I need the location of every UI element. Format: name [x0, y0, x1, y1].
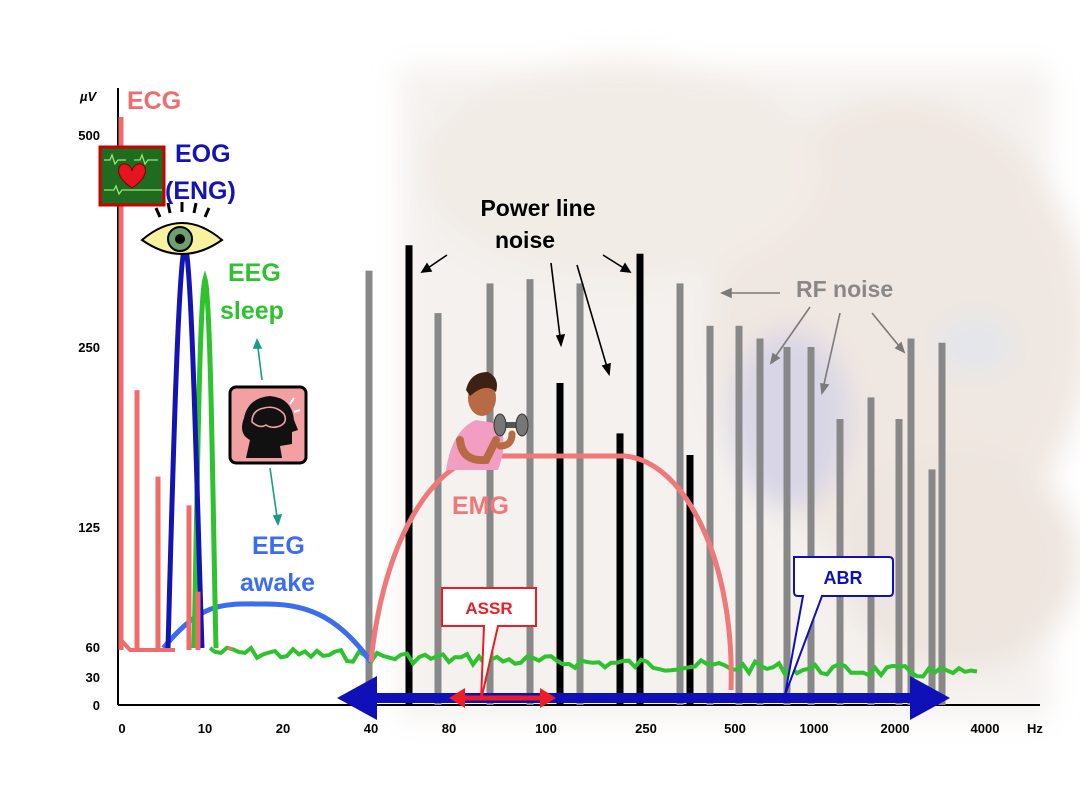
- x-tick-label: 500: [724, 721, 746, 736]
- x-tick-label: 100: [535, 721, 557, 736]
- assr-label: ASSR: [465, 599, 512, 618]
- rf-noise-bar: [706, 325, 714, 705]
- signal-curves: [118, 117, 978, 691]
- rf-noise-bar: [807, 347, 815, 705]
- ecg-spike: [186, 505, 192, 650]
- rf-noise-bar: [526, 279, 534, 705]
- x-tick-label: 1000: [800, 721, 829, 736]
- rf-noise-bar: [928, 469, 936, 705]
- power-line-label-line2: noise: [495, 227, 555, 253]
- abr-arrowhead-left: [337, 676, 377, 720]
- range-arrows: [337, 676, 950, 720]
- rf-noise-label: RF noise: [796, 276, 893, 302]
- ecg-spike: [134, 390, 140, 650]
- power-line-bar: [556, 383, 564, 705]
- y-tick-label: 0: [93, 698, 100, 713]
- rf-noise-bar: [907, 338, 915, 705]
- rf-noise-bar: [735, 325, 743, 705]
- y-axis-unit: µV: [79, 89, 97, 104]
- power-line-label-line1: Power line: [480, 195, 595, 221]
- eng-label: (ENG): [165, 177, 236, 205]
- ecg-spike: [118, 117, 124, 650]
- eeg-awake-label-line1: EEG: [252, 532, 305, 560]
- ecg-label: ECG: [127, 87, 181, 115]
- x-tick-label: 0: [118, 721, 125, 736]
- rf-noise-bar: [365, 270, 373, 705]
- power-line-bar: [616, 433, 624, 705]
- eog-label: EOG: [175, 140, 231, 168]
- x-tick-label: 80: [442, 721, 456, 736]
- power-line-bars: [405, 245, 694, 706]
- ecg-spike: [227, 647, 233, 650]
- brain-head-icon: [228, 385, 308, 465]
- power-line-bar: [686, 455, 694, 705]
- y-tick-label: 500: [78, 128, 100, 143]
- eeg-sleep-label-line2: sleep: [220, 297, 284, 325]
- ecg-spike: [155, 476, 161, 650]
- ecg-spike: [195, 591, 201, 650]
- heart-monitor-icon: [98, 145, 166, 207]
- y-tick-label: 250: [78, 340, 100, 355]
- x-tick-label: 2000: [881, 721, 910, 736]
- x-tick-label: 10: [198, 721, 212, 736]
- eeg-awake-label-line2: awake: [240, 569, 315, 597]
- x-tick-label: 4000: [971, 721, 1000, 736]
- assr-arrowhead-left: [449, 688, 465, 708]
- rf-noise-bar: [938, 342, 946, 705]
- y-tick-label: 60: [86, 640, 100, 655]
- rf-noise-bars: [365, 270, 946, 705]
- abr-arrowhead-right: [910, 676, 950, 720]
- eeg-sleep-label-line1: EEG: [228, 259, 281, 287]
- athlete-dumbbell-icon: [446, 372, 529, 470]
- assr-callout: ASSR: [441, 587, 537, 701]
- emg-curve: [368, 453, 734, 691]
- rf-noise-bar: [434, 313, 442, 705]
- annotation-arrows: [252, 254, 906, 527]
- rf-noise-bar: [783, 347, 791, 705]
- rf-noise-bar: [486, 283, 494, 705]
- x-tick-label: 20: [276, 721, 290, 736]
- y-tick-labels: 0 30 60 125 250 500: [78, 128, 100, 713]
- x-tick-labels: 0 10 20 40 80 100 250 500 1000 2000 4000: [118, 721, 999, 736]
- y-tick-label: 125: [78, 520, 100, 535]
- abr-callout: ABR: [784, 556, 894, 696]
- x-axis-unit: Hz: [1027, 721, 1043, 736]
- rf-noise-bar: [576, 283, 584, 705]
- assr-arrowhead-right: [540, 688, 556, 708]
- x-tick-label: 40: [364, 721, 378, 736]
- power-line-bar: [636, 253, 644, 705]
- y-tick-label: 30: [86, 670, 100, 685]
- rf-noise-bar: [756, 338, 764, 705]
- eye-icon: [140, 202, 224, 255]
- power-line-bar: [405, 245, 413, 706]
- rf-noise-bar: [867, 397, 875, 705]
- abr-label: ABR: [824, 568, 863, 588]
- emg-label: EMG: [452, 492, 509, 520]
- x-tick-label: 250: [635, 721, 657, 736]
- noise-floor-curve: [208, 645, 978, 679]
- rf-noise-bar: [895, 419, 903, 705]
